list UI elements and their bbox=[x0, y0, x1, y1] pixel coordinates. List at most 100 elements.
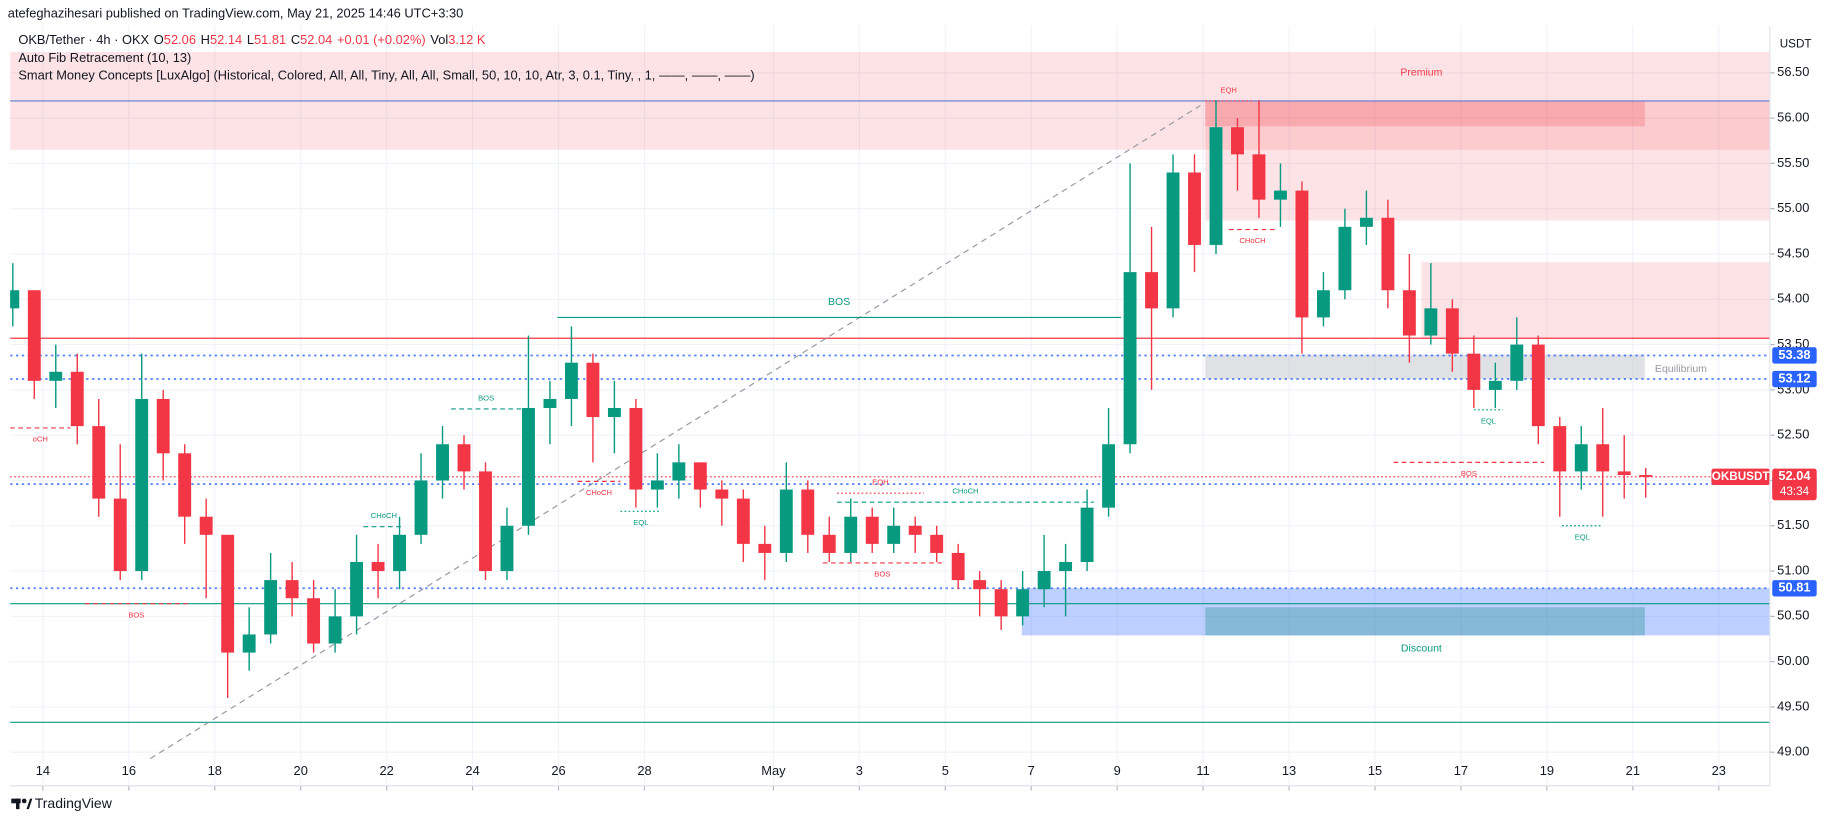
candle-body bbox=[629, 408, 643, 490]
y-tick-label: 55.50 bbox=[1777, 155, 1809, 170]
candle-body bbox=[479, 471, 492, 572]
structure-label: CHoCH bbox=[1239, 236, 1265, 245]
ticker-label: OKBUSDT bbox=[1712, 470, 1771, 483]
candle-body bbox=[951, 552, 965, 581]
candle-body bbox=[1553, 426, 1567, 472]
y-tick-label: 50.50 bbox=[1777, 608, 1809, 623]
price-tag bbox=[1772, 347, 1817, 364]
candle-body bbox=[1596, 444, 1610, 472]
candle-body bbox=[1488, 380, 1502, 390]
last-price-tag bbox=[1772, 468, 1817, 501]
candle-body bbox=[285, 580, 299, 599]
axes: 49.0049.5050.0050.5051.0051.5052.0052.50… bbox=[36, 64, 1817, 791]
candles bbox=[10, 100, 1653, 698]
candle-body bbox=[1037, 571, 1051, 590]
x-tick-label: 20 bbox=[294, 763, 308, 778]
structure-label: EQL bbox=[1481, 417, 1496, 426]
x-tick-label: 19 bbox=[1540, 763, 1554, 778]
candle-body bbox=[779, 489, 793, 553]
price-tag-label: 53.38 bbox=[1778, 347, 1810, 362]
x-tick-label: 3 bbox=[856, 763, 863, 778]
candle-body bbox=[500, 525, 514, 572]
x-tick-label: 15 bbox=[1368, 763, 1382, 778]
candle-body bbox=[436, 444, 449, 481]
y-tick-label: 52.50 bbox=[1777, 427, 1809, 442]
legend-field: H bbox=[201, 32, 210, 47]
x-tick-label: 28 bbox=[637, 763, 651, 778]
candle-body bbox=[522, 408, 535, 526]
zone-label: Discount bbox=[1401, 643, 1442, 655]
candle-body bbox=[1231, 127, 1244, 155]
candle-body bbox=[1510, 344, 1524, 381]
candle-body bbox=[1402, 290, 1416, 336]
structure-label: CHoCH bbox=[952, 487, 978, 496]
y-tick-label: 54.50 bbox=[1777, 245, 1809, 260]
candle-body bbox=[672, 462, 686, 481]
candle-body bbox=[1102, 444, 1116, 508]
x-tick-label: 7 bbox=[1028, 763, 1035, 778]
x-tick-label: 26 bbox=[551, 763, 565, 778]
candle-body bbox=[307, 598, 321, 644]
candle-body bbox=[865, 516, 879, 544]
candle-body bbox=[715, 489, 729, 499]
candle-body bbox=[930, 534, 944, 553]
x-tick-label: 11 bbox=[1196, 763, 1209, 778]
structure-label: oCH bbox=[33, 435, 48, 444]
candle-body bbox=[973, 580, 987, 590]
x-tick-label: 16 bbox=[122, 763, 136, 778]
last-price-label: 52.04 bbox=[1778, 468, 1811, 483]
candle-body bbox=[1424, 308, 1438, 336]
indicator: Auto Fib Retracement (10, 13) bbox=[18, 50, 191, 65]
x-tick-label: 24 bbox=[465, 763, 479, 778]
candle-body bbox=[1188, 172, 1201, 245]
legend-field: L bbox=[247, 32, 254, 47]
legend-value: 51.81 bbox=[254, 32, 286, 47]
candle-body bbox=[457, 444, 471, 472]
candle-body bbox=[1445, 308, 1459, 354]
candle-body bbox=[328, 616, 342, 644]
candle-body bbox=[736, 498, 750, 544]
candle-body bbox=[1016, 589, 1030, 617]
x-tick-label: 21 bbox=[1626, 763, 1640, 778]
candle-body bbox=[178, 453, 192, 517]
candle-body bbox=[543, 398, 557, 409]
structure-label: BOS bbox=[1461, 469, 1477, 478]
x-tick-label: 13 bbox=[1282, 763, 1296, 778]
grid bbox=[10, 25, 1770, 786]
candle-body bbox=[1467, 353, 1481, 390]
candle-body bbox=[199, 516, 213, 535]
candle-body bbox=[221, 534, 235, 653]
candle-body bbox=[1166, 172, 1180, 309]
structure-label: BOS bbox=[128, 610, 144, 619]
structure-label: CHoCH bbox=[371, 511, 397, 520]
legend-change: +0.01 (+0.02%) bbox=[337, 32, 426, 47]
candle-body bbox=[1316, 290, 1330, 318]
x-tick-label: May bbox=[761, 763, 786, 778]
structure-label: EQL bbox=[1575, 532, 1590, 541]
y-tick-label: 51.50 bbox=[1777, 517, 1809, 532]
candle-body bbox=[822, 534, 836, 553]
currency: USDT bbox=[1780, 38, 1812, 51]
x-tick-label: 22 bbox=[380, 763, 394, 778]
zone-label: Premium bbox=[1400, 67, 1442, 79]
candle-body bbox=[1274, 190, 1287, 200]
candle-body bbox=[1209, 127, 1223, 245]
x-tick-label: 9 bbox=[1114, 763, 1121, 778]
structure-label: CHoCH bbox=[586, 488, 612, 497]
candle-body bbox=[758, 543, 772, 553]
candle-body bbox=[1359, 217, 1373, 227]
candle-body bbox=[1338, 226, 1352, 291]
countdown: 43:34 bbox=[1780, 485, 1810, 498]
candle-body bbox=[1574, 444, 1588, 472]
candle-body bbox=[801, 489, 815, 535]
candle-body bbox=[693, 462, 707, 490]
candle-body bbox=[650, 480, 664, 490]
candle-body bbox=[1145, 272, 1158, 309]
candle-body bbox=[1639, 475, 1653, 477]
candle-body bbox=[586, 362, 600, 418]
x-tick-label: 23 bbox=[1712, 763, 1726, 778]
structure-label: EQL bbox=[633, 518, 648, 527]
candle-body bbox=[393, 534, 406, 572]
candle-body bbox=[92, 426, 106, 499]
